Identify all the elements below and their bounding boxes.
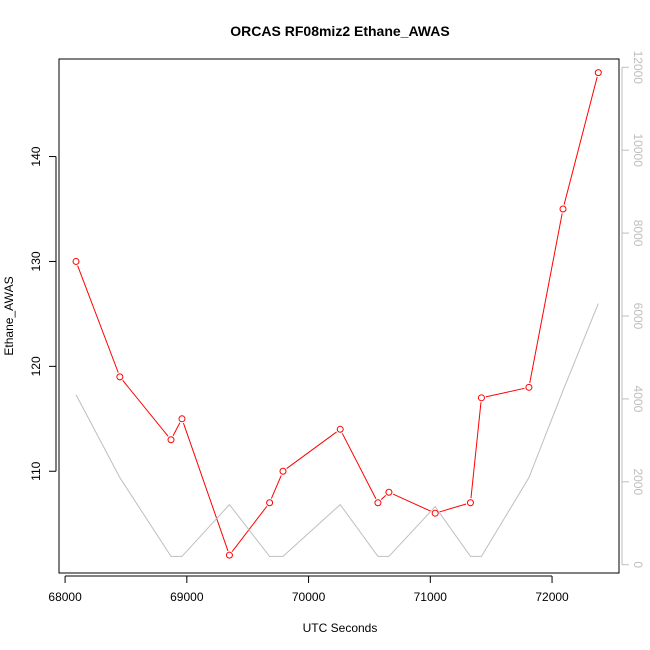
series-primary-point [431, 509, 439, 517]
x-tick-label: 69000 [170, 590, 204, 604]
series-primary-segment [392, 493, 432, 512]
series-primary-point [594, 69, 602, 77]
series-primary-point [477, 394, 485, 402]
series-primary-segment [182, 422, 229, 552]
series-primary-point [116, 373, 124, 381]
series-primary-point [266, 499, 274, 507]
y-tick-label: 110 [29, 461, 43, 480]
x-axis-label: UTC Seconds [303, 621, 378, 635]
series-primary-point [374, 499, 382, 507]
series-primary-segment [470, 402, 482, 499]
series-primary-point [559, 205, 567, 213]
series-primary-point [385, 488, 393, 496]
series-primary-segment [529, 213, 563, 384]
x-tick-label: 71000 [414, 590, 448, 604]
series-primary-point [466, 499, 474, 507]
plot-frame [58, 58, 620, 574]
y-axis-label: Ethane_AWAS [2, 276, 16, 355]
series-primary-segment [231, 505, 268, 552]
series-primary-point [178, 415, 186, 423]
y2-tick-label: 12000 [631, 51, 645, 85]
x-tick-label: 70000 [292, 590, 326, 604]
y-tick-label: 130 [29, 251, 43, 271]
series-primary-segment [341, 433, 377, 499]
series-primary-segment [77, 265, 119, 373]
y2-tick-label: 4000 [631, 386, 645, 413]
chart-title: ORCAS RF08miz2 Ethane_AWAS [230, 23, 449, 39]
series-primary-segment [270, 475, 282, 499]
series-primary-point [525, 383, 533, 391]
x-tick-label: 72000 [535, 590, 569, 604]
y2-tick-label: 8000 [631, 220, 645, 247]
x-tick-label: 68000 [48, 590, 82, 604]
series-primary-segment [485, 387, 525, 398]
series-primary-point [336, 425, 344, 433]
y-tick-label: 140 [29, 146, 43, 166]
y2-tick-label: 10000 [631, 134, 645, 168]
series-primary-segment [380, 494, 387, 500]
series-primary-segment [172, 422, 181, 437]
series-primary-point [72, 257, 80, 265]
series-secondary-line [75, 303, 599, 557]
series-primary-segment [439, 503, 467, 513]
series-primary-segment [563, 76, 598, 205]
series-primary-segment [122, 380, 169, 437]
series-primary-point [225, 551, 233, 559]
y2-tick-label: 2000 [631, 468, 645, 495]
y2-tick-label: 0 [631, 561, 645, 568]
y2-tick-label: 6000 [631, 303, 645, 330]
series-primary-point [279, 467, 287, 475]
series-primary-point [167, 436, 175, 444]
series-primary-segment [286, 431, 337, 469]
series-layer [72, 69, 602, 559]
y-tick-label: 120 [29, 356, 43, 376]
axes: 68000 69000 70000 71000 72000 110 120 130 140 0 20… [29, 51, 645, 604]
